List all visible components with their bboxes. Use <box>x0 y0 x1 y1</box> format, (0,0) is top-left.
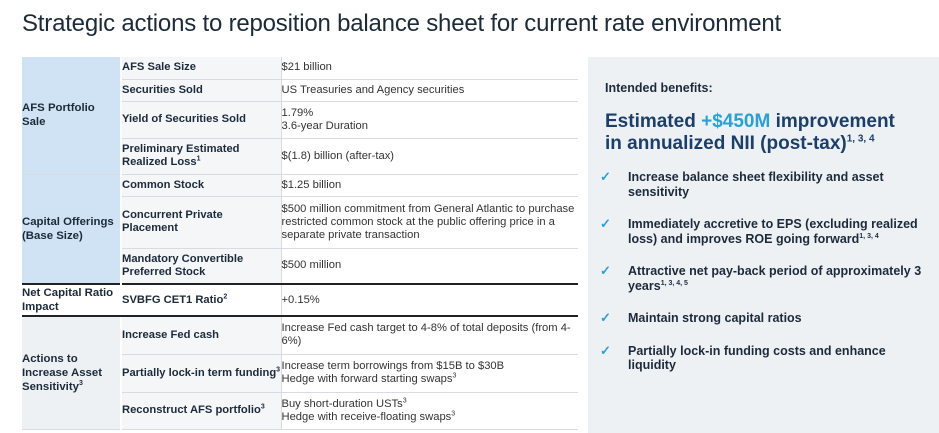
row-label-text: Partially lock-in term funding <box>122 366 277 379</box>
row-value-line: 3.6-year Duration <box>281 119 368 132</box>
footnote-marker: 2 <box>223 292 228 300</box>
check-icon: ✓ <box>600 216 611 231</box>
row-value: US Treasuries and Agency securities <box>281 79 578 102</box>
group-asset-sensitivity: Actions to Increase Asset Sensitivity3 <box>22 316 122 430</box>
benefit-text: Immediately accretive to EPS (excluding … <box>628 217 918 246</box>
benefits-list: ✓ Increase balance sheet flexibility and… <box>600 169 930 373</box>
footnote-marker: 1, 3, 4 <box>846 133 875 145</box>
check-icon: ✓ <box>600 342 611 358</box>
row-value: 1.79% 3.6-year Duration <box>281 101 578 139</box>
footnote-marker: 1, 3, 4 <box>859 232 879 240</box>
table-row: Actions to Increase Asset Sensitivity3 I… <box>22 316 578 430</box>
row-value: $1.25 billion <box>281 174 578 197</box>
check-icon: ✓ <box>600 169 611 184</box>
row-label: Partially lock-in term funding3 <box>121 354 282 393</box>
headline-suffix: improvement <box>770 111 895 132</box>
benefit-text: Increase balance sheet flexibility and a… <box>628 170 884 199</box>
row-value: $500 million <box>281 248 578 285</box>
row-value-line: Hedge with forward starting swaps3 <box>281 372 579 386</box>
check-icon: ✓ <box>600 310 611 325</box>
footnote-marker: 1, 3, 4, 5 <box>660 279 688 287</box>
row-label: Reconstruct AFS portfolio3 <box>121 392 282 430</box>
row-value-text: Hedge with forward starting swaps <box>281 373 453 385</box>
list-item: ✓ Maintain strong capital ratios <box>600 310 930 326</box>
headline-highlight: +$450M <box>701 111 771 132</box>
row-label: Concurrent Private Placement <box>121 196 282 249</box>
row-value-line: 1.79% <box>281 106 314 119</box>
row-label: SVBFG CET1 Ratio2 <box>121 283 282 317</box>
table-row: AFS Portfolio Sale AFS Sale Size $21 bil… <box>22 57 578 175</box>
headline-line2: in annualized NII (post-tax) <box>605 133 847 154</box>
table-row: Securities Sold US Treasuries and Agency… <box>22 79 578 102</box>
nii-headline: Estimated +$450M improvement in annualiz… <box>605 111 935 155</box>
row-label: AFS Sale Size <box>121 57 282 80</box>
group-net-capital: Net Capital Ratio Impact <box>22 283 122 317</box>
row-value: Buy short-duration USTs3 Hedge with rece… <box>281 392 579 430</box>
row-value: Increase Fed cash target to 4-8% of tota… <box>281 316 578 355</box>
row-value-line: Hedge with receive-floating swaps3 <box>281 409 579 424</box>
list-item: ✓ Increase balance sheet flexibility and… <box>600 169 930 199</box>
table-row: Partially lock-in term funding3 Increase… <box>22 354 579 393</box>
list-item: ✓ Attractive net pay-back period of appr… <box>600 263 930 293</box>
row-label-text: SVBFG CET1 Ratio <box>122 293 224 306</box>
benefits-header: Intended benefits: <box>605 81 713 95</box>
group-label-text: Actions to Increase Asset Sensitivity <box>22 352 102 393</box>
row-label: Increase Fed cash <box>121 316 282 355</box>
row-value-text: Buy short-duration USTs <box>281 397 403 410</box>
footnote-marker: 3 <box>451 409 456 417</box>
table-row: Concurrent Private Placement $500 millio… <box>22 196 578 249</box>
benefits-panel: Intended benefits: Estimated +$450M impr… <box>588 57 939 433</box>
actions-table: AFS Portfolio Sale AFS Sale Size $21 bil… <box>22 57 578 430</box>
page-title: Strategic actions to reposition balance … <box>22 10 781 37</box>
row-value: $(1.8) billion (after-tax) <box>281 138 578 175</box>
benefit-text: Attractive net pay-back period of approx… <box>628 264 922 293</box>
group-afs-portfolio-sale: AFS Portfolio Sale <box>22 57 122 175</box>
footnote-marker: 3 <box>402 396 407 404</box>
footnote-marker: 3 <box>276 365 281 373</box>
row-value: $500 million commitment from General Atl… <box>281 196 578 249</box>
row-value-line: Buy short-duration USTs3 <box>281 396 579 411</box>
headline-prefix: Estimated <box>605 111 702 132</box>
footnote-marker: 3 <box>452 372 457 380</box>
benefit-text: Maintain strong capital ratios <box>628 311 802 325</box>
table-row: Yield of Securities Sold 1.79% 3.6-year … <box>22 101 578 139</box>
row-label: Common Stock <box>121 174 282 197</box>
table-row: Mandatory Convertible Preferred Stock $5… <box>22 248 578 285</box>
table-row: Capital Offerings (Base Size) Common Sto… <box>22 174 578 285</box>
table-row: Reconstruct AFS portfolio3 Buy short-dur… <box>22 392 579 430</box>
row-label-text: Preliminary Estimated Realized Loss <box>122 143 240 168</box>
group-capital-offerings: Capital Offerings (Base Size) <box>22 174 122 285</box>
row-value-line: Increase term borrowings from $15B to $3… <box>281 360 505 372</box>
row-value: Increase term borrowings from $15B to $3… <box>281 354 579 393</box>
row-label: Securities Sold <box>121 79 282 102</box>
row-value: +0.15% <box>281 283 578 317</box>
row-value-text: Hedge with receive-floating swaps <box>281 410 452 423</box>
list-item: ✓ Immediately accretive to EPS (excludin… <box>600 216 930 246</box>
check-icon: ✓ <box>600 263 611 278</box>
benefit-text: Partially lock-in funding costs and enha… <box>628 343 886 373</box>
footnote-marker: 3 <box>78 379 83 387</box>
footnote-marker: 1 <box>196 155 201 163</box>
row-label: Preliminary Estimated Realized Loss1 <box>121 138 282 175</box>
footnote-marker: 3 <box>260 403 265 411</box>
row-value: $21 billion <box>281 57 578 80</box>
table-row: Net Capital Ratio Impact SVBFG CET1 Rati… <box>22 283 578 317</box>
row-label: Mandatory Convertible Preferred Stock <box>121 248 282 285</box>
row-label: Yield of Securities Sold <box>121 101 282 139</box>
row-label-text: Reconstruct AFS portfolio <box>122 404 261 416</box>
list-item: ✓ Partially lock-in funding costs and en… <box>600 342 930 373</box>
table-row: Preliminary Estimated Realized Loss1 $(1… <box>22 138 578 175</box>
